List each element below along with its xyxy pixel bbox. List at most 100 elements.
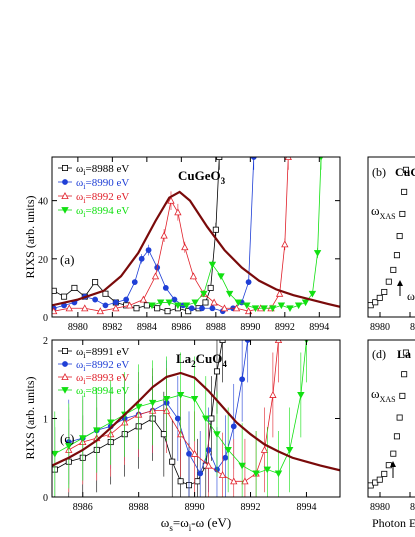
data-point — [151, 272, 160, 280]
data-point — [139, 295, 148, 303]
data-point — [160, 231, 168, 239]
data-point — [71, 284, 78, 291]
data-point — [148, 302, 156, 310]
data-point — [401, 188, 408, 195]
data-point — [185, 308, 192, 315]
data-point — [199, 305, 205, 312]
data-point — [134, 403, 143, 411]
data-point — [174, 208, 182, 216]
data-point — [217, 273, 225, 280]
panel-a-xtick-label: 8986 — [171, 322, 191, 333]
data-point — [313, 250, 322, 257]
data-point — [399, 392, 406, 399]
panel-a-xtick-label: 8992 — [275, 322, 295, 333]
panel-c-xtick-label: 8994 — [296, 502, 316, 513]
panel-a-ytick-label: 0 — [43, 313, 48, 324]
data-point — [200, 290, 208, 298]
data-point — [202, 415, 210, 423]
data-point — [260, 445, 269, 453]
panel-b-arrow — [397, 280, 403, 296]
data-point — [191, 299, 199, 307]
legend-entry: ωi=8994 eV — [76, 385, 129, 399]
data-point — [197, 470, 204, 477]
data-point — [213, 431, 221, 438]
panel-a-ylabel: RIXS (arb. units) — [23, 196, 37, 279]
panel-a-sample-label: CuGeO3 — [178, 168, 226, 186]
data-point — [274, 470, 283, 478]
data-point — [263, 466, 272, 474]
data-point — [79, 435, 87, 442]
panel-c-xtick-label: 8986 — [73, 502, 93, 513]
data-point — [218, 471, 227, 479]
legend-entry: ωi=8992 eV — [76, 191, 129, 205]
data-point — [297, 392, 305, 399]
data-point — [138, 255, 145, 262]
xtick-label: 8980 — [370, 502, 390, 513]
data-point — [176, 392, 185, 399]
data-point — [238, 462, 246, 470]
panel-c-xtick-label: 8992 — [241, 502, 261, 513]
data-point — [156, 299, 165, 307]
data-point — [209, 305, 216, 312]
data-point — [274, 340, 283, 343]
data-point — [102, 290, 109, 297]
legend-marker — [61, 387, 69, 394]
panel-b-plot-area — [368, 166, 409, 309]
data-point — [401, 371, 408, 378]
data-point — [204, 461, 213, 469]
data-point — [165, 299, 173, 307]
data-point — [160, 431, 167, 438]
data-point — [376, 294, 383, 301]
panel-a-frame — [51, 156, 341, 318]
data-point — [213, 368, 220, 375]
data-point — [189, 272, 198, 280]
data-point — [301, 299, 310, 307]
panel-c-label: (c) — [60, 431, 74, 446]
panel-d-axes: 8980 899 — [370, 492, 415, 513]
series-green-line — [151, 157, 322, 309]
panel-a-axes: 8980 8982 8984 8986 8988 8990 8992 8994 0 20 40 — [38, 157, 340, 333]
panel-a-xtick-label: 8988 — [206, 322, 226, 333]
data-point — [190, 395, 199, 403]
data-point — [284, 157, 292, 160]
panel-b-frame — [367, 156, 415, 318]
legend-entry: ωi=8991 eV — [76, 346, 129, 360]
panel-a-plot-area — [52, 157, 340, 315]
panel-a-xtick-label: 8984 — [137, 322, 157, 333]
data-point — [164, 308, 171, 315]
data-point — [145, 247, 152, 253]
legend-entry: ωi=8993 eV — [76, 372, 129, 386]
legend-marker — [62, 361, 68, 367]
panel-d-xlabel: Photon En — [372, 516, 415, 530]
data-point — [222, 454, 229, 461]
data-point — [285, 447, 294, 454]
panel-c-plot-area — [52, 340, 340, 497]
data-point — [294, 302, 303, 310]
panel-c-xtick-label: 8990 — [185, 502, 205, 513]
data-point — [385, 278, 392, 285]
data-point — [399, 210, 406, 217]
data-point — [102, 302, 109, 309]
panel-d-arrow — [390, 461, 396, 478]
data-point — [390, 450, 397, 457]
data-point — [376, 476, 383, 483]
data-point — [81, 304, 89, 312]
data-point — [154, 305, 161, 312]
data-point — [61, 293, 68, 300]
data-point — [167, 196, 175, 204]
panel-a-xtick-label: 8980 — [68, 322, 88, 333]
data-point — [162, 285, 169, 291]
panel-c-axes: 8986 8988 8990 8992 8994 0 1 2 — [43, 336, 340, 513]
legend-marker — [62, 347, 69, 354]
data-point — [171, 296, 178, 303]
data-point — [381, 288, 388, 295]
data-point — [123, 296, 130, 303]
data-point — [286, 305, 294, 312]
panel-a-ytick-label: 20 — [38, 255, 48, 266]
data-point — [92, 296, 99, 303]
data-point — [402, 349, 409, 356]
panel-a-ytick-label: 40 — [38, 197, 48, 208]
data-point — [396, 414, 403, 421]
data-point — [381, 470, 388, 477]
